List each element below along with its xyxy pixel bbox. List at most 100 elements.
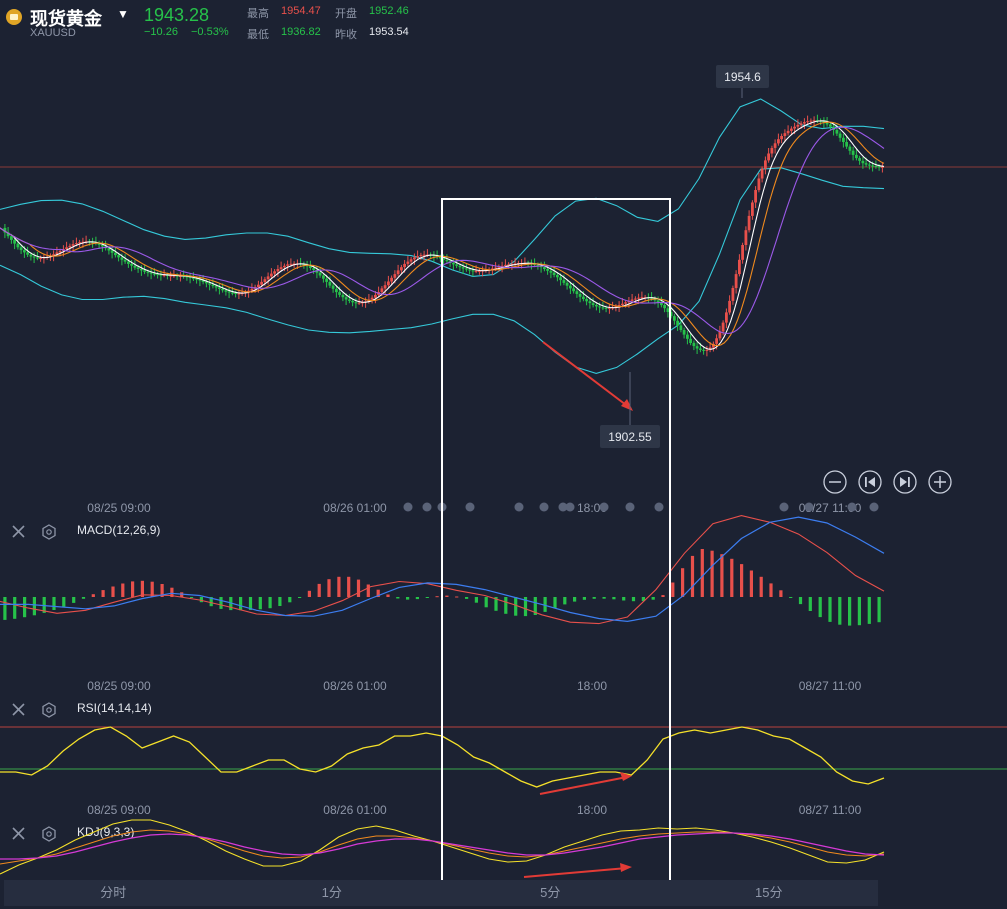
candle-body xyxy=(721,322,725,332)
candle-body xyxy=(728,300,731,313)
macd-histogram-bar xyxy=(779,590,783,597)
product-name[interactable]: 现货黄金 xyxy=(30,9,102,29)
candle-body xyxy=(708,347,712,350)
time-axis-rsi: 08/25 09:00 08/26 01:00 18:00 08/27 11:0… xyxy=(87,803,861,817)
zoom-out-button[interactable] xyxy=(823,470,847,494)
event-marker-dot[interactable] xyxy=(539,502,549,512)
tab-5min[interactable]: 5分 xyxy=(540,885,561,900)
candle-body xyxy=(851,150,855,155)
candle-body xyxy=(273,271,276,274)
candle-body xyxy=(205,281,208,284)
macd-histogram-bar xyxy=(818,597,822,618)
candle-body xyxy=(325,278,328,282)
close-rsi-button[interactable] xyxy=(12,703,25,716)
event-marker-dot[interactable] xyxy=(465,502,475,512)
tab-15min[interactable]: 15分 xyxy=(755,885,783,900)
event-marker-dot[interactable] xyxy=(804,502,814,512)
period-tabs[interactable]: 分时 1分 5分 15分 xyxy=(4,880,878,906)
event-marker-dot[interactable] xyxy=(779,502,789,512)
candle-body xyxy=(403,263,406,268)
tab-1min[interactable]: 1分 xyxy=(321,885,342,900)
macd-histogram-bar xyxy=(3,597,7,620)
candle-body xyxy=(101,245,104,247)
candle-body xyxy=(390,277,393,282)
candle-body xyxy=(338,292,341,295)
candle-body xyxy=(52,254,55,256)
candle-body xyxy=(58,251,62,253)
candle-body xyxy=(546,269,549,271)
time-label: 08/26 01:00 xyxy=(323,679,387,693)
candle-body xyxy=(10,236,13,240)
candle-body xyxy=(71,244,75,246)
close-macd-button[interactable] xyxy=(12,525,25,538)
candle-body xyxy=(380,288,384,293)
scroll-end-button[interactable] xyxy=(893,470,917,494)
prev-close-value: 1953.54 xyxy=(369,26,409,38)
candle-body xyxy=(796,124,800,127)
candle-body xyxy=(419,255,423,257)
event-marker-dot[interactable] xyxy=(422,502,432,512)
candle-body xyxy=(770,148,774,154)
candle-body xyxy=(357,302,361,304)
candle-body xyxy=(166,275,169,276)
candle-body xyxy=(396,270,400,275)
candle-body xyxy=(877,166,881,168)
candle-body xyxy=(562,280,566,283)
candle-body xyxy=(552,272,556,275)
event-marker-dot[interactable] xyxy=(565,502,575,512)
down-arrow-line xyxy=(542,341,631,409)
candle-body xyxy=(692,342,696,347)
event-marker-dot[interactable] xyxy=(869,502,879,512)
candle-body xyxy=(458,265,462,268)
macd-settings-button[interactable] xyxy=(42,524,56,540)
candle-body xyxy=(39,257,42,259)
candle-body xyxy=(569,285,572,289)
time-label: 18:00 xyxy=(577,501,607,515)
event-marker-dot[interactable] xyxy=(403,502,413,512)
candle-body xyxy=(156,274,159,276)
candle-body xyxy=(825,122,829,125)
candle-body xyxy=(507,264,510,266)
candle-body xyxy=(751,202,754,216)
macd-histogram-bar xyxy=(13,597,17,619)
rsi-arrow-line xyxy=(539,776,628,795)
event-marker-dot[interactable] xyxy=(558,502,568,512)
event-marker-dot[interactable] xyxy=(654,502,664,512)
event-marker-dot[interactable] xyxy=(625,502,635,512)
rsi-settings-button[interactable] xyxy=(42,702,56,718)
candle-body xyxy=(409,259,413,262)
candle-body xyxy=(250,288,254,291)
event-marker-dot[interactable] xyxy=(599,502,609,512)
candle-body xyxy=(695,346,699,349)
close-kdj-button[interactable] xyxy=(12,827,25,840)
candle-body xyxy=(773,143,777,148)
kdj-settings-button[interactable] xyxy=(42,826,56,842)
zoom-controls[interactable] xyxy=(823,470,952,494)
skip-forward-icon xyxy=(900,477,907,487)
candle-body xyxy=(718,331,722,339)
candle-body xyxy=(679,325,683,330)
candle-body xyxy=(208,283,211,285)
tab-timeshare[interactable]: 分时 xyxy=(100,885,127,900)
candle-body xyxy=(793,126,796,129)
dropdown-caret-icon[interactable]: ▼ xyxy=(117,7,129,21)
candle-body xyxy=(75,243,78,245)
event-markers[interactable] xyxy=(403,502,879,512)
candle-body xyxy=(318,272,322,276)
scroll-start-button[interactable] xyxy=(858,470,882,494)
event-marker-dot[interactable] xyxy=(514,502,524,512)
candle-body xyxy=(838,133,842,138)
candle-body xyxy=(289,263,293,265)
event-marker-dot[interactable] xyxy=(847,502,857,512)
zoom-in-button[interactable] xyxy=(928,470,952,494)
candle-body xyxy=(608,307,611,309)
macd-histogram-bar xyxy=(219,597,223,609)
candle-body xyxy=(237,293,241,295)
candle-body xyxy=(234,293,237,294)
candle-body xyxy=(689,338,692,343)
candle-body xyxy=(19,247,23,251)
candle-body xyxy=(309,266,312,268)
candle-body xyxy=(572,288,575,292)
candle-body xyxy=(136,267,140,269)
